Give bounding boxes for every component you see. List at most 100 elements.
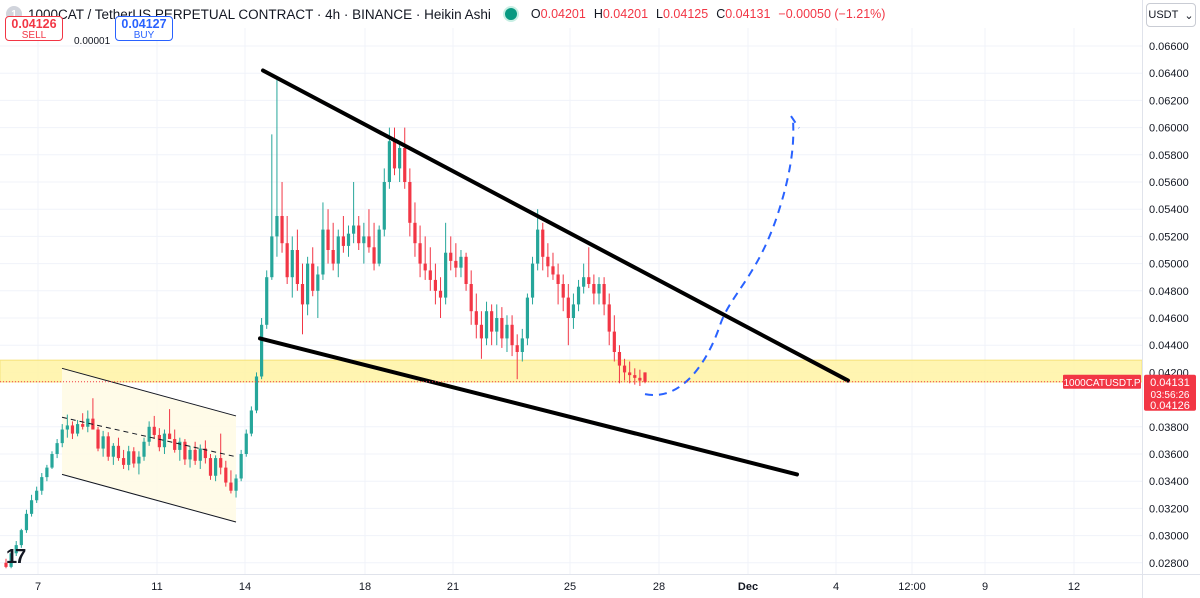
candle-body: [510, 324, 514, 346]
candle: [183, 439, 187, 465]
candle: [173, 429, 177, 453]
candle: [566, 284, 570, 346]
candle-body: [444, 252, 448, 298]
sell-button[interactable]: 0.04126 SELL: [5, 15, 63, 41]
last-price-label: 0.04131: [1150, 377, 1190, 389]
symbol-title[interactable]: 1000CAT / TetherUS PERPETUAL CONTRACT · …: [28, 6, 491, 22]
candle: [469, 270, 473, 325]
candle-body: [265, 277, 269, 325]
candle: [86, 410, 90, 433]
candle-body: [229, 482, 233, 491]
sell-label: SELL: [21, 29, 47, 41]
channel-upper-line: [61, 367, 237, 417]
candle-body: [40, 477, 44, 491]
candle-body: [341, 236, 345, 246]
candle: [306, 256, 310, 316]
candle-body: [316, 274, 320, 291]
spread-value: 0.00001: [74, 36, 111, 47]
candle: [341, 216, 345, 253]
candle-body: [295, 250, 299, 284]
candle-body: [336, 236, 340, 264]
candle: [4, 558, 8, 569]
candle: [70, 421, 75, 440]
candle-body: [525, 297, 530, 339]
candle: [433, 263, 438, 305]
y-tick-label: 0.06000: [1149, 123, 1189, 135]
candle-body: [459, 256, 463, 268]
candle: [275, 80, 279, 257]
candle: [285, 216, 289, 284]
candle-body: [249, 410, 253, 434]
x-tick-label: 12: [1068, 581, 1080, 593]
candle-body: [101, 436, 105, 449]
candle-body: [152, 426, 156, 435]
currency-selector[interactable]: USDT ⌄: [1146, 3, 1196, 27]
candle-body: [571, 304, 576, 318]
candle-body: [602, 284, 606, 305]
candle-body: [495, 318, 499, 332]
y-tick-label: 0.05000: [1149, 259, 1189, 271]
candle-body: [438, 290, 443, 298]
candle-body: [4, 562, 8, 567]
candle-body: [290, 250, 294, 278]
candle: [60, 424, 64, 448]
candle: [213, 455, 218, 482]
candle: [162, 429, 167, 454]
support-zone-band: [0, 359, 1143, 383]
x-tick-label: 14: [239, 581, 251, 593]
candle-body: [546, 256, 550, 267]
candle: [50, 451, 54, 469]
candle-body: [638, 377, 642, 381]
candle-body: [35, 490, 39, 501]
candle: [510, 315, 514, 357]
candle-body: [285, 243, 289, 278]
candle: [628, 361, 632, 384]
tradingview-logo-icon[interactable]: 17: [6, 546, 26, 568]
candle-body: [234, 478, 238, 491]
candle: [208, 454, 213, 480]
candle: [413, 202, 417, 257]
candle-body: [321, 229, 325, 275]
candle: [403, 127, 407, 189]
candle: [607, 293, 611, 346]
candle: [530, 256, 535, 305]
candle-body: [270, 236, 274, 278]
candle: [127, 445, 131, 471]
chevron-down-icon: ⌄: [1184, 9, 1194, 22]
candle: [121, 449, 126, 469]
candle: [449, 236, 453, 271]
candle: [408, 168, 412, 237]
candle: [331, 222, 335, 271]
x-tick-label: 4: [833, 581, 839, 593]
candle: [254, 372, 259, 414]
candle-body: [413, 222, 417, 244]
candle-body: [213, 458, 218, 476]
candle: [19, 528, 23, 548]
candle-body: [60, 429, 64, 444]
candle-body: [372, 247, 376, 264]
candle: [464, 252, 468, 291]
buy-button[interactable]: 0.04127 BUY: [115, 15, 173, 41]
candle: [444, 222, 448, 305]
candle-body: [81, 424, 85, 427]
candle-body: [50, 454, 54, 468]
candle: [311, 247, 315, 297]
candle: [546, 243, 550, 278]
projection-tip: [790, 115, 800, 129]
candle: [65, 414, 69, 438]
candle: [280, 182, 284, 253]
candle: [551, 252, 555, 280]
candle: [40, 473, 44, 495]
y-tick-label: 0.05400: [1149, 204, 1189, 216]
candle: [459, 250, 463, 278]
candle: [536, 209, 540, 271]
candle: [490, 304, 494, 346]
candle: [372, 222, 376, 271]
candle-body: [520, 338, 524, 352]
candle-body: [387, 141, 391, 182]
candle: [556, 263, 560, 305]
ohlc-key: H: [593, 7, 603, 21]
candle: [515, 334, 519, 380]
candle: [316, 266, 320, 318]
